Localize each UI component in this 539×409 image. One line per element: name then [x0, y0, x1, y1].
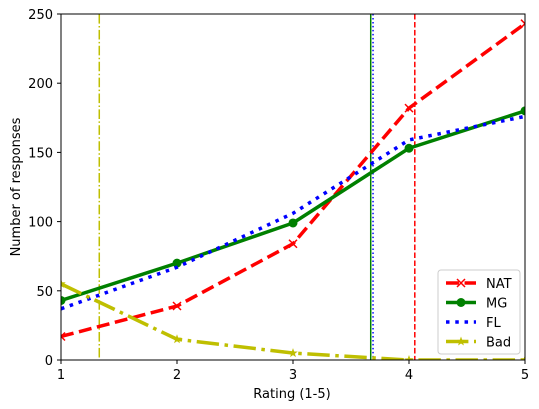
- point-bad-3: [288, 348, 298, 358]
- point-bad-1: [61, 278, 66, 288]
- x-axis-title: Rating (1-5): [253, 387, 330, 402]
- point-nat-1: [61, 331, 66, 342]
- legend-label-nat: NAT: [486, 277, 512, 292]
- legend-box: [437, 269, 521, 355]
- y-axis-title: Number of responses: [9, 117, 24, 256]
- legend-marker-mg: [456, 298, 466, 307]
- point-bad-4: [404, 355, 414, 360]
- x-tick-label-1: 1: [57, 368, 65, 383]
- x-tick-label-2: 2: [173, 368, 181, 383]
- y-tick-label-0: 0: [45, 354, 53, 369]
- plot-area: [61, 14, 525, 360]
- legend-item-fl: FL: [446, 316, 501, 331]
- point-mg-5: [520, 106, 525, 116]
- series-line-bad: [61, 282, 525, 360]
- x-tick-label-3: 3: [289, 368, 297, 383]
- point-bad-5: [520, 355, 525, 360]
- legend-label-bad: Bad: [486, 336, 511, 351]
- point-mg-3: [288, 218, 298, 228]
- point-nat-4: [404, 103, 414, 113]
- y-tick-label-50: 50: [36, 285, 53, 300]
- legend-marker-bad: [456, 336, 466, 346]
- y-tick-label-100: 100: [28, 216, 53, 231]
- series-line-fl: [61, 114, 525, 311]
- legend-label-mg: MG: [486, 297, 507, 312]
- x-tick-label-5: 5: [521, 368, 529, 383]
- legend-item-bad: Bad: [446, 336, 511, 351]
- point-nat-3: [288, 239, 298, 249]
- y-tick-label-250: 250: [28, 8, 53, 23]
- y-tick-label-150: 150: [28, 146, 53, 161]
- y-tick-label-200: 200: [28, 77, 53, 92]
- x-tick-label-4: 4: [405, 368, 413, 383]
- point-bad-2: [172, 334, 182, 344]
- legend-label-fl: FL: [486, 316, 501, 331]
- legend-item-mg: MG: [446, 297, 507, 312]
- legend-item-nat: NAT: [446, 277, 512, 292]
- point-mg-4: [404, 143, 414, 153]
- point-mg-1: [61, 295, 66, 305]
- point-mg-2: [172, 258, 182, 268]
- point-nat-2: [172, 301, 182, 311]
- point-nat-5: [520, 19, 525, 29]
